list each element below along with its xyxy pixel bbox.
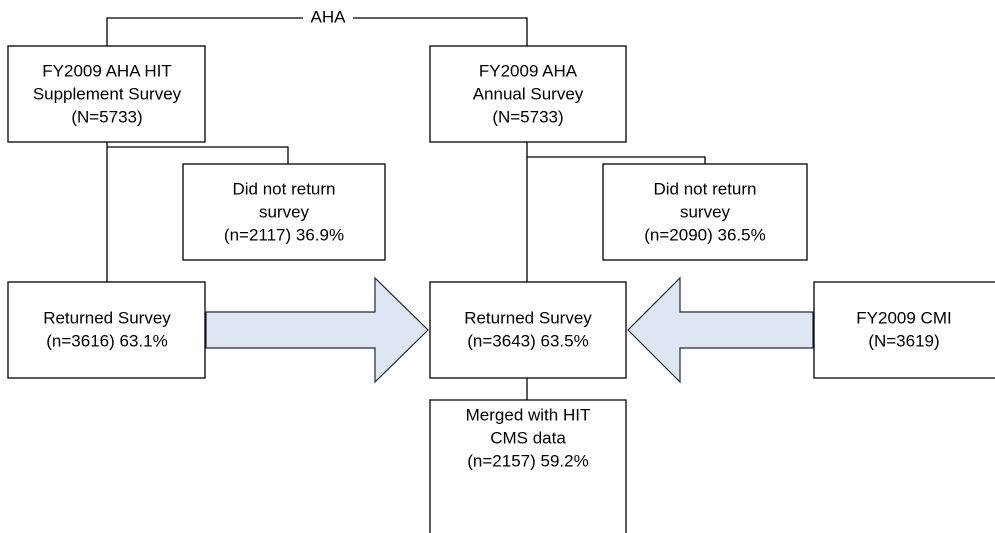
node-text: (n=2090) 36.5%: [644, 225, 765, 244]
connector: [106, 142, 289, 282]
node-text: (N=5733): [71, 107, 142, 126]
box: [813, 281, 995, 379]
connector: [526, 142, 706, 282]
node-text: survey: [259, 202, 310, 221]
node-text: Did not return: [233, 179, 336, 198]
box: [7, 45, 206, 143]
node-text: Returned Survey: [464, 308, 592, 327]
node-text: CMS data: [490, 428, 566, 447]
node-text: FY2009 AHA: [479, 61, 578, 80]
node-text: Annual Survey: [473, 84, 584, 103]
node-text: (n=2157) 59.2%: [467, 451, 588, 470]
node-text: Merged with HIT: [466, 405, 591, 424]
box: [182, 163, 386, 261]
node-text: (n=3643) 63.5%: [467, 331, 588, 350]
node-text: (n=3616) 63.1%: [46, 331, 167, 350]
node-text: survey: [680, 202, 731, 221]
box: [602, 163, 808, 261]
box: [7, 281, 206, 379]
node-text: (N=3619): [868, 331, 939, 350]
node-text: Returned Survey: [43, 308, 171, 327]
box: [429, 399, 627, 533]
node-text: FY2009 AHA HIT: [42, 61, 171, 80]
node-text: Supplement Survey: [33, 84, 182, 103]
node-text: (n=2117) 36.9%: [224, 225, 344, 244]
label-bg: [303, 8, 353, 28]
arrow: [627, 276, 814, 384]
connector-label: AHA: [311, 7, 347, 26]
node-text: FY2009 CMI: [856, 308, 951, 327]
node-text: Did not return: [654, 179, 757, 198]
box: [429, 45, 627, 143]
arrow: [205, 276, 429, 384]
box: [429, 281, 627, 379]
node-text: (N=5733): [492, 107, 563, 126]
